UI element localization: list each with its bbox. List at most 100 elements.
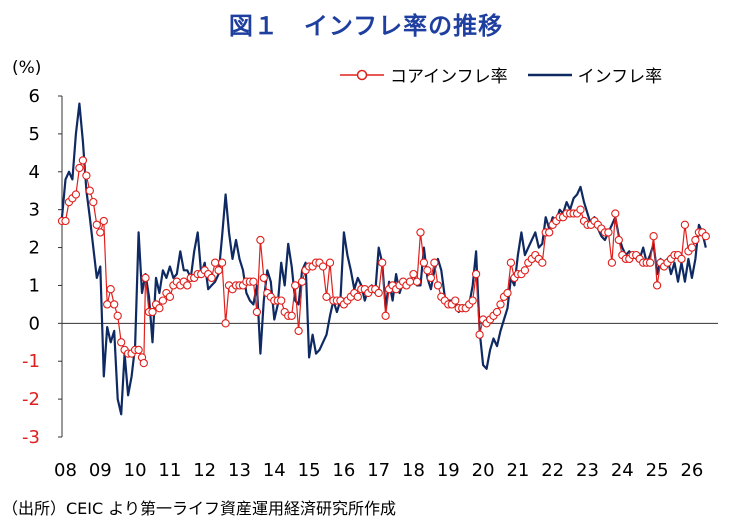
x-tick-label: 10 — [124, 460, 147, 481]
data-point-core — [92, 220, 101, 229]
data-point-core — [645, 258, 655, 267]
data-point-core — [471, 269, 481, 279]
data-point-core — [259, 273, 268, 283]
y-tick-label: 4 — [29, 162, 40, 183]
data-point-core — [545, 228, 554, 237]
legend-swatch-core — [340, 69, 384, 80]
data-point-core — [475, 330, 484, 339]
data-point-core — [78, 156, 88, 165]
data-point-core — [61, 216, 70, 226]
data-point-core — [520, 266, 530, 275]
data-point-core — [492, 307, 502, 317]
source-note: （出所）CEIC より第一ライフ資産運用経済研究所作成 — [2, 499, 396, 518]
x-tick-label: 17 — [367, 460, 390, 481]
data-point-core — [134, 345, 143, 355]
legend-label-headline: インフレ率 — [577, 67, 663, 87]
data-point-core — [217, 258, 227, 267]
data-point-core — [148, 307, 157, 317]
data-point-core — [183, 281, 192, 290]
x-tick-label: 13 — [228, 460, 251, 481]
data-point-core — [378, 258, 387, 267]
data-point-core — [158, 296, 168, 305]
x-tick-label: 24 — [611, 460, 634, 481]
y-tick-label: 6 — [29, 86, 40, 107]
data-point-core — [677, 254, 686, 264]
data-point-core — [680, 220, 690, 229]
x-tick-label: 09 — [89, 460, 112, 481]
data-point-core — [110, 300, 119, 309]
y-axis-unit-label: (%) — [12, 58, 42, 78]
x-tick-label: 18 — [402, 460, 425, 481]
legend: コアインフレ率 インフレ率 — [338, 62, 662, 87]
legend-item-core: コアインフレ率 — [338, 62, 508, 87]
data-point-core — [433, 281, 443, 290]
data-point-core — [611, 209, 620, 218]
data-point-core — [538, 258, 547, 267]
data-point-core — [607, 258, 617, 267]
data-point-core — [322, 292, 331, 301]
y-tick-label: 2 — [29, 238, 40, 259]
data-point-core — [451, 296, 460, 305]
y-tick-label: 5 — [29, 124, 40, 145]
data-point-core — [207, 273, 216, 283]
y-tick-label: -3 — [22, 427, 40, 448]
data-point-core — [99, 216, 108, 226]
data-point-core — [416, 228, 425, 237]
data-point-core — [165, 292, 175, 301]
x-tick-label: 26 — [680, 460, 703, 481]
x-tick-label: 19 — [437, 460, 460, 481]
data-point-core — [468, 296, 477, 305]
data-point-core — [412, 277, 422, 286]
x-tick-label: 14 — [263, 460, 286, 481]
x-tick-label: 16 — [332, 460, 355, 481]
data-point-core — [419, 258, 429, 267]
data-point-core — [291, 281, 300, 290]
data-point-core — [691, 235, 700, 245]
data-point-core — [96, 228, 105, 237]
y-tick-label: -1 — [22, 351, 40, 372]
data-point-core — [374, 288, 383, 298]
x-tick-label: 25 — [646, 460, 669, 481]
data-point-core — [155, 304, 164, 313]
x-tick-label: 23 — [576, 460, 599, 481]
data-point-core — [649, 232, 658, 241]
data-point-core — [106, 285, 115, 294]
data-point-core — [113, 311, 122, 320]
data-point-core — [71, 190, 81, 199]
data-point-core — [82, 171, 91, 180]
data-point-core — [139, 358, 148, 368]
data-point-core — [89, 197, 98, 207]
data-point-core — [287, 311, 296, 320]
data-point-core — [277, 296, 286, 305]
data-point-core — [496, 300, 505, 309]
data-point-core — [503, 288, 512, 298]
x-tick-label: 21 — [506, 460, 529, 481]
x-tick-label: 08 — [54, 460, 77, 481]
data-point-core — [506, 258, 516, 267]
data-point-core — [103, 300, 112, 309]
data-point-core — [426, 273, 436, 283]
y-tick-label: 1 — [29, 275, 40, 296]
data-point-core — [381, 311, 390, 320]
data-point-core — [214, 266, 223, 275]
data-point-core — [249, 277, 258, 286]
data-point-core — [604, 228, 613, 237]
data-point-core — [652, 281, 662, 290]
data-point-core — [294, 326, 303, 336]
y-tick-label: 3 — [29, 200, 40, 221]
data-point-core — [687, 243, 697, 252]
data-point-core — [409, 269, 418, 279]
data-point-core — [85, 186, 94, 195]
data-point-core — [221, 319, 230, 328]
x-tick-label: 20 — [472, 460, 495, 481]
y-tick-label: 0 — [29, 313, 40, 334]
x-tick-label: 22 — [541, 460, 564, 481]
data-point-core — [256, 235, 265, 245]
x-tick-label: 12 — [193, 460, 216, 481]
data-point-core — [141, 273, 150, 283]
data-point-core — [701, 232, 710, 241]
legend-swatch-headline — [527, 73, 572, 76]
data-point-core — [423, 266, 432, 275]
data-point-core — [318, 262, 328, 271]
